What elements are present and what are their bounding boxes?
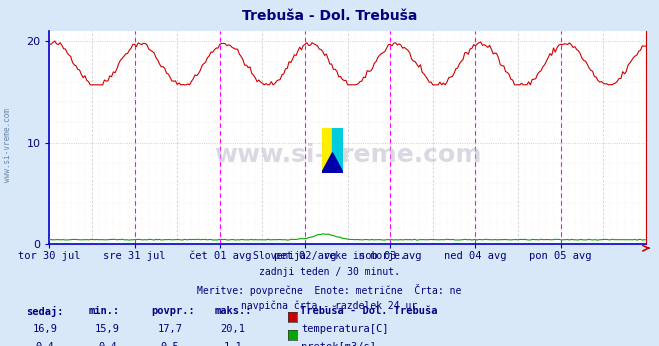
- Text: 17,7: 17,7: [158, 324, 183, 334]
- Text: 0,5: 0,5: [161, 342, 179, 346]
- Text: 16,9: 16,9: [32, 324, 57, 334]
- Text: povpr.:: povpr.:: [152, 306, 195, 316]
- Text: Meritve: povprečne  Enote: metrične  Črta: ne: Meritve: povprečne Enote: metrične Črta:…: [197, 284, 462, 296]
- Text: Trebuša - Dol. Trebuša: Trebuša - Dol. Trebuša: [242, 9, 417, 22]
- Text: 15,9: 15,9: [95, 324, 120, 334]
- Bar: [322, 128, 333, 173]
- Text: Slovenija / reke in morje.: Slovenija / reke in morje.: [253, 251, 406, 261]
- Text: 1,1: 1,1: [223, 342, 242, 346]
- Bar: [333, 128, 343, 173]
- Text: www.si-vreme.com: www.si-vreme.com: [3, 108, 13, 182]
- Text: 0,4: 0,4: [98, 342, 117, 346]
- Text: 0,4: 0,4: [36, 342, 54, 346]
- Text: www.si-vreme.com: www.si-vreme.com: [214, 143, 481, 166]
- Text: pretok[m3/s]: pretok[m3/s]: [301, 342, 376, 346]
- Polygon shape: [322, 153, 343, 173]
- Text: sedaj:: sedaj:: [26, 306, 64, 317]
- Text: maks.:: maks.:: [214, 306, 252, 316]
- Text: temperatura[C]: temperatura[C]: [301, 324, 389, 334]
- Text: zadnji teden / 30 minut.: zadnji teden / 30 minut.: [259, 267, 400, 277]
- Text: 20,1: 20,1: [220, 324, 245, 334]
- Text: min.:: min.:: [89, 306, 120, 316]
- Text: Trebuša - Dol. Trebuša: Trebuša - Dol. Trebuša: [300, 306, 438, 316]
- Text: navpična črta - razdelek 24 ur: navpična črta - razdelek 24 ur: [241, 301, 418, 311]
